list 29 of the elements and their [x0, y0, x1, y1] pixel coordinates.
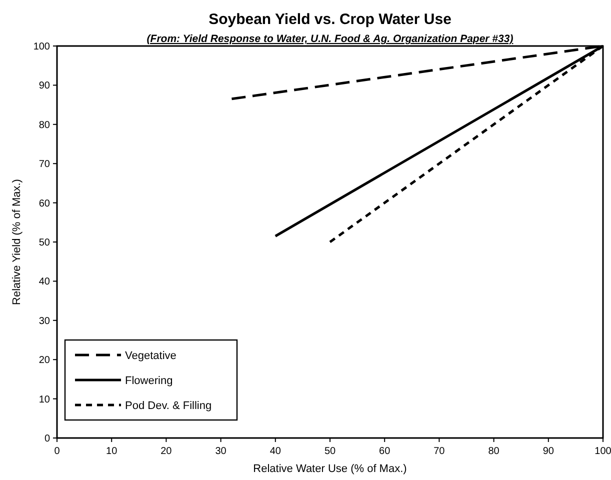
- y-tick-label: 10: [38, 394, 50, 406]
- y-tick-label: 30: [38, 316, 50, 327]
- x-tick-label: 0: [54, 446, 60, 457]
- x-tick-label: 90: [542, 446, 554, 457]
- y-tick-label: 0: [44, 434, 50, 444]
- chart-title: Soybean Yield vs. Crop Water Use: [208, 11, 452, 28]
- x-tick-label: 20: [160, 446, 172, 457]
- x-tick-label: 50: [324, 446, 336, 457]
- y-axis-title: Relative Yield (% of Max.): [11, 179, 23, 305]
- y-tick-label: 20: [38, 355, 50, 366]
- x-tick-label: 60: [379, 446, 391, 457]
- x-tick-label: 10: [106, 446, 118, 457]
- x-tick-label: 100: [594, 446, 611, 457]
- chart-subtitle: (From: Yield Response to Water, U.N. Food & Ag. Organization Paper #33): [146, 33, 514, 45]
- x-tick-label: 70: [434, 446, 446, 457]
- y-tick-label: 50: [38, 238, 50, 248]
- legend-label: Vegetative: [125, 350, 176, 362]
- y-tick-label: 60: [38, 198, 50, 210]
- y-tick-label: 80: [38, 120, 50, 131]
- legend-label: Flowering: [125, 375, 173, 387]
- legend-label: Pod Dev. & Filling: [125, 400, 212, 412]
- y-tick-label: 70: [38, 159, 50, 170]
- y-tick-label: 90: [38, 80, 50, 92]
- y-tick-label: 40: [38, 276, 50, 288]
- x-tick-label: 30: [215, 446, 227, 457]
- y-tick-label: 100: [33, 42, 50, 52]
- x-axis-title: Relative Water Use (% of Max.): [253, 463, 407, 475]
- x-tick-label: 80: [488, 446, 500, 457]
- x-tick-label: 40: [270, 446, 282, 457]
